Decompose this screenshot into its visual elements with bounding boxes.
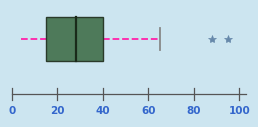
Text: 80: 80	[187, 106, 201, 116]
Text: 60: 60	[141, 106, 156, 116]
Text: 20: 20	[50, 106, 65, 116]
Text: 100: 100	[228, 106, 250, 116]
Text: 0: 0	[8, 106, 15, 116]
Text: 40: 40	[95, 106, 110, 116]
Bar	[46, 17, 103, 61]
